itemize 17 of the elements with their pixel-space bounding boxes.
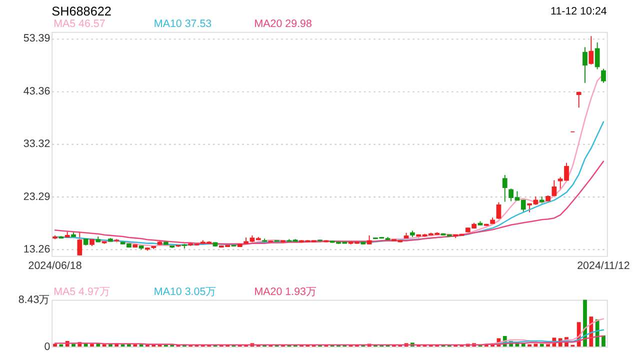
x-tick-label: 2024/11/12	[577, 260, 630, 272]
y-tick-label: 33.32	[23, 138, 50, 150]
y-tick-label: 23.29	[23, 190, 50, 203]
text: MA10 37.53	[154, 18, 212, 30]
y-tick-label: 43.36	[23, 85, 50, 98]
text: MA5 46.57	[54, 18, 106, 30]
x-tick-label: 2024/06/18	[28, 260, 82, 272]
chart-title: SH688622	[52, 4, 112, 18]
y-tick-label: 13.26	[23, 244, 50, 256]
text: MA20 29.98	[254, 18, 312, 30]
y-tick-label: 0	[44, 340, 50, 353]
y-tick-label: 8.43万	[18, 294, 50, 306]
y-tick-label: 53.39	[23, 32, 50, 45]
text: MA10 3.05万	[154, 286, 217, 298]
text: MA5 4.97万	[54, 286, 110, 298]
text: MA20 1.93万	[254, 286, 318, 298]
text: 11-12 10:24	[550, 5, 607, 18]
